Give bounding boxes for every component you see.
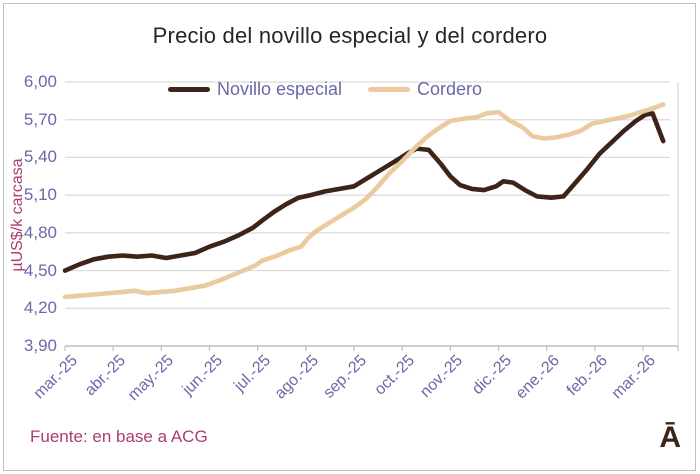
cordero-line-swatch	[368, 87, 411, 92]
y-tick-label: 4,80	[23, 222, 57, 242]
y-tick-label: 5,70	[23, 109, 57, 129]
source-note: Fuente: en base a ACG	[30, 427, 208, 446]
y-tick-label: 3,90	[23, 336, 57, 355]
legend-item-novillo-especial: Novillo especial	[167, 79, 343, 100]
y-tick-label: 4,50	[23, 260, 57, 280]
legend: Novillo especial Cordero	[0, 79, 650, 100]
y-tick-label: 5,10	[23, 185, 57, 205]
series-line-novillo-especial	[62, 111, 666, 273]
y-tick-label: 5,40	[23, 147, 57, 167]
chart-title: Precio del novillo especial y del corder…	[152, 23, 548, 48]
novillo-line-swatch	[167, 87, 210, 92]
y-tick-label: 4,20	[23, 298, 57, 318]
y-tick-label: 6,00	[23, 72, 57, 91]
legend-label-cordero: Cordero	[417, 79, 483, 99]
legend-label-novillo: Novillo especial	[216, 79, 343, 99]
legend-item-cordero: Cordero	[368, 79, 482, 100]
series-line-cordero	[62, 102, 666, 300]
brand-logo: Ā	[659, 421, 681, 454]
